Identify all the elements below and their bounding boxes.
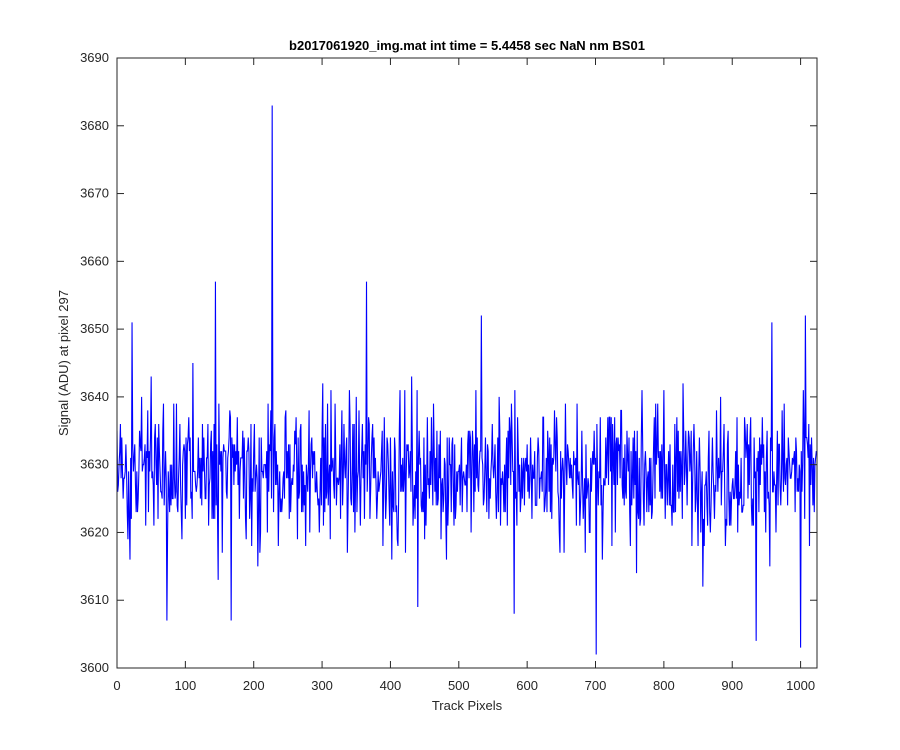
plot-box [116, 57, 818, 669]
y-tick-label: 3690 [80, 50, 109, 65]
x-axis-ticks: 0 100 200 300 400 500 600 700 800 900 1000 [113, 58, 815, 693]
y-tick-label: 3670 [80, 186, 109, 201]
y-tick-label: 3650 [80, 321, 109, 336]
x-axis-label: Track Pixels [432, 698, 503, 713]
y-axis-label: Signal (ADU) at pixel 297 [56, 290, 71, 436]
x-tick-label: 100 [175, 678, 197, 693]
x-tick-label: 600 [516, 678, 538, 693]
y-tick-label: 3680 [80, 118, 109, 133]
y-tick-label: 3630 [80, 457, 109, 472]
y-tick-label: 3660 [80, 253, 109, 268]
x-tick-label: 900 [721, 678, 743, 693]
y-axis-ticks: 3600 3610 3620 3630 3640 3650 3660 3670 3680 3690 [80, 50, 817, 675]
x-tick-label: 800 [653, 678, 675, 693]
y-tick-label: 3610 [80, 592, 109, 607]
x-tick-label: 0 [113, 678, 120, 693]
plot-background [117, 58, 817, 668]
y-tick-label: 3620 [80, 524, 109, 539]
x-tick-label: 400 [380, 678, 402, 693]
series-line [117, 105, 817, 655]
x-tick-label: 700 [585, 678, 607, 693]
y-tick-label: 3600 [80, 660, 109, 675]
x-tick-label: 500 [448, 678, 470, 693]
x-tick-label: 1000 [786, 678, 815, 693]
x-tick-label: 200 [243, 678, 265, 693]
chart-title: b2017061920_img.mat int time = 5.4458 se… [289, 38, 645, 53]
x-tick-label: 300 [311, 678, 333, 693]
plot-area [116, 57, 818, 669]
y-tick-label: 3640 [80, 389, 109, 404]
